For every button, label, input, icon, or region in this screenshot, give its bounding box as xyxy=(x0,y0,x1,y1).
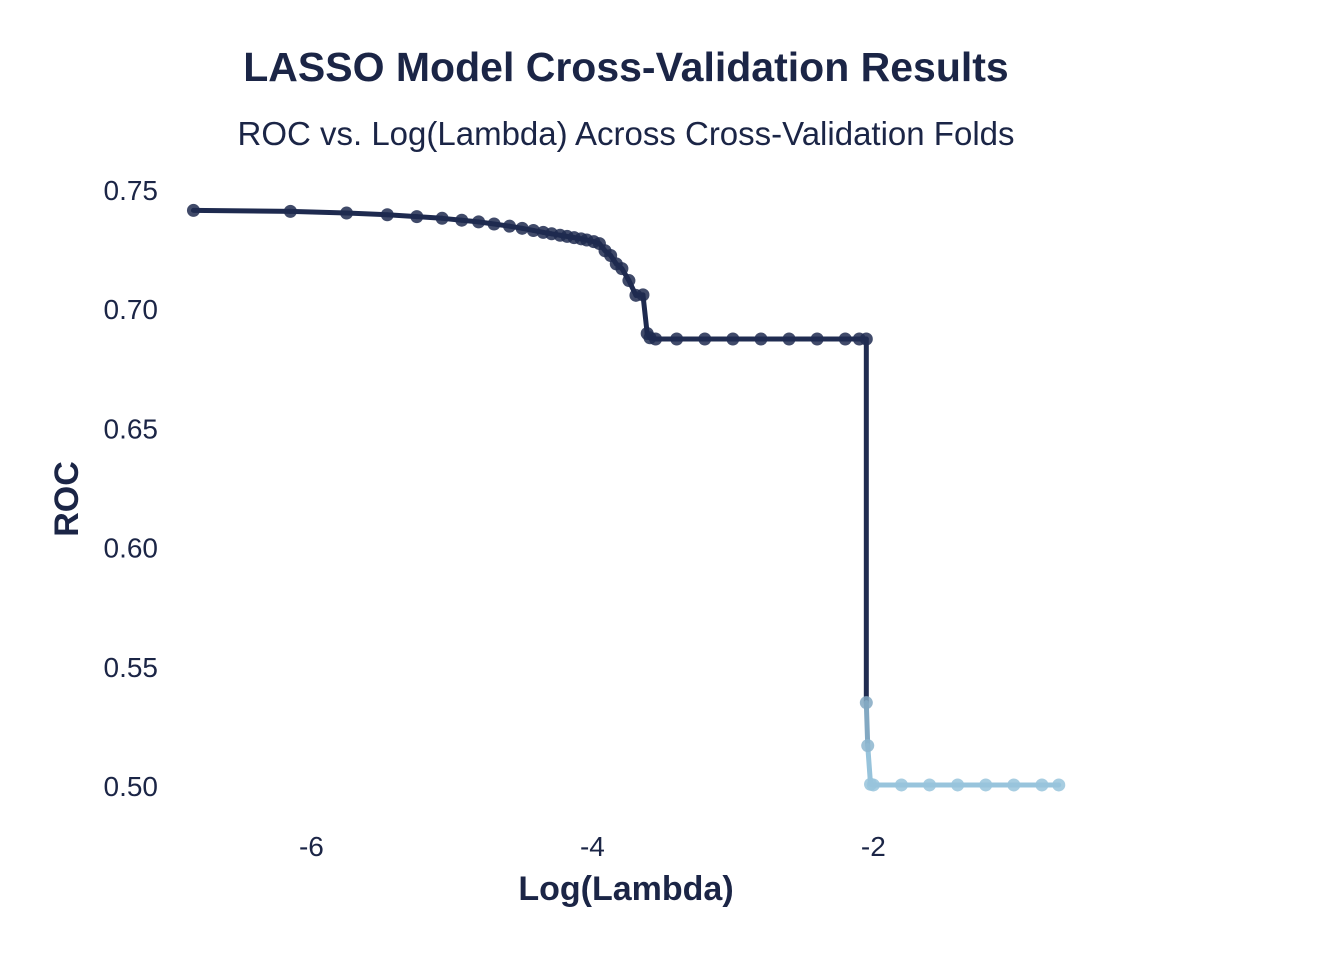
roc-series-segments xyxy=(190,207,1062,788)
chart-subtitle: ROC vs. Log(Lambda) Across Cross-Validat… xyxy=(237,115,1015,152)
y-tick-label: 0.55 xyxy=(104,652,159,683)
data-point xyxy=(838,332,852,346)
data-point xyxy=(866,778,880,792)
data-point xyxy=(487,217,501,231)
data-point xyxy=(859,696,873,710)
data-point xyxy=(859,332,873,346)
data-point xyxy=(698,332,712,346)
series-segment xyxy=(344,210,390,218)
x-tick-label: -6 xyxy=(299,831,324,862)
series-segment xyxy=(287,208,350,216)
data-point xyxy=(526,223,540,237)
data-point xyxy=(1052,778,1066,792)
y-tick-labels: 0.50 0.55 0.60 0.65 0.70 0.75 xyxy=(104,175,159,802)
data-point xyxy=(861,739,875,753)
roc-series-points xyxy=(186,203,1066,792)
data-point xyxy=(979,778,993,792)
data-point xyxy=(782,332,796,346)
data-point xyxy=(670,332,684,346)
data-point xyxy=(472,215,486,229)
data-point xyxy=(340,206,354,220)
x-axis-title: Log(Lambda) xyxy=(518,870,733,908)
data-point xyxy=(649,332,663,346)
x-tick-labels: -6 -4 -2 xyxy=(299,831,886,862)
x-tick-label: -2 xyxy=(861,831,886,862)
data-point xyxy=(186,203,200,217)
y-tick-label: 0.60 xyxy=(104,533,159,564)
data-point xyxy=(455,213,469,227)
y-tick-label: 0.70 xyxy=(104,294,159,325)
data-point xyxy=(380,208,394,222)
y-tick-label: 0.65 xyxy=(104,413,159,444)
data-point xyxy=(894,778,908,792)
data-point xyxy=(283,204,297,218)
data-point xyxy=(923,778,937,792)
y-tick-label: 0.50 xyxy=(104,771,159,802)
series-segment xyxy=(190,207,293,214)
data-point xyxy=(636,288,650,302)
y-tick-label: 0.75 xyxy=(104,175,159,206)
data-point xyxy=(435,211,449,225)
x-tick-label: -4 xyxy=(580,831,605,862)
data-point xyxy=(1007,778,1021,792)
series-segment xyxy=(863,700,871,749)
data-point xyxy=(622,274,636,288)
data-point xyxy=(1035,778,1049,792)
data-point xyxy=(503,219,517,233)
data-point xyxy=(515,221,529,235)
data-point xyxy=(810,332,824,346)
chart-title: LASSO Model Cross-Validation Results xyxy=(243,44,1009,90)
data-point xyxy=(410,210,424,224)
data-point xyxy=(754,332,768,346)
y-axis-title: ROC xyxy=(48,461,86,537)
data-point xyxy=(615,262,629,276)
data-point xyxy=(951,778,965,792)
data-point xyxy=(726,332,740,346)
